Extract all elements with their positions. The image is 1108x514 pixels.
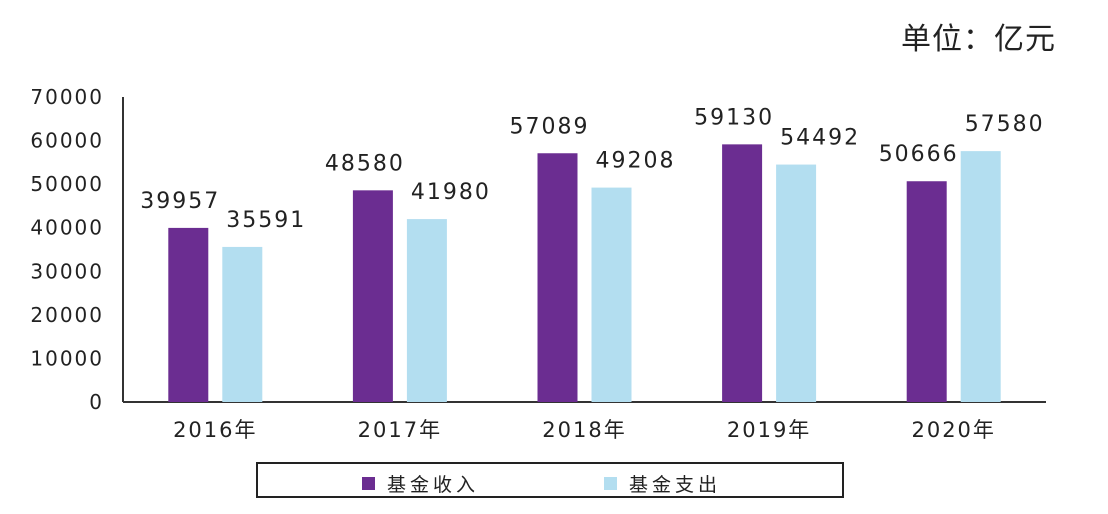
data-label-expense: 41980 xyxy=(411,180,491,205)
data-label-expense: 49208 xyxy=(596,149,676,174)
y-tick-label: 40000 xyxy=(30,216,104,240)
data-label-income: 57089 xyxy=(510,114,590,139)
y-tick-label: 60000 xyxy=(30,129,104,153)
data-label-expense: 57580 xyxy=(965,112,1045,137)
bar-expense xyxy=(776,164,817,402)
bar-expense xyxy=(406,219,447,402)
y-tick-label: 20000 xyxy=(30,303,104,327)
y-tick-label: 10000 xyxy=(30,346,104,370)
x-tick-label: 2016年 xyxy=(173,418,257,442)
data-label-expense: 54492 xyxy=(780,126,860,151)
legend-label-income: 基金收入 xyxy=(387,474,480,496)
y-tick-label: 70000 xyxy=(30,85,104,109)
data-label-income: 59130 xyxy=(694,105,774,130)
unit-label: 单位：亿元 xyxy=(901,22,1056,57)
legend: 基金收入 基金支出 xyxy=(256,462,844,498)
data-label-income: 50666 xyxy=(879,142,959,167)
data-label-expense: 35591 xyxy=(226,208,306,233)
bar-expense xyxy=(960,151,1001,402)
y-tick-label: 50000 xyxy=(30,172,104,196)
x-tick-label: 2018年 xyxy=(542,418,626,442)
bar-expense xyxy=(222,246,263,402)
legend-label-expense: 基金支出 xyxy=(629,474,722,496)
x-tick-label: 2020年 xyxy=(911,418,995,442)
bar-expense xyxy=(591,187,632,402)
bar-income xyxy=(168,227,209,402)
legend-item-income: 基金收入 xyxy=(362,470,479,497)
legend-item-expense: 基金支出 xyxy=(604,470,721,497)
y-tick-label: 0 xyxy=(89,390,104,414)
data-label-income: 48580 xyxy=(325,151,405,176)
x-tick-label: 2019年 xyxy=(727,418,811,442)
y-tick-label: 30000 xyxy=(30,259,104,283)
x-tick-label: 2017年 xyxy=(358,418,442,442)
bar-income xyxy=(352,190,393,402)
legend-swatch-expense xyxy=(604,477,617,490)
data-label-income: 39957 xyxy=(140,189,220,214)
bar-income xyxy=(906,181,947,402)
legend-swatch-income xyxy=(362,477,375,490)
bar-income xyxy=(537,153,578,402)
bar-income xyxy=(722,144,763,403)
